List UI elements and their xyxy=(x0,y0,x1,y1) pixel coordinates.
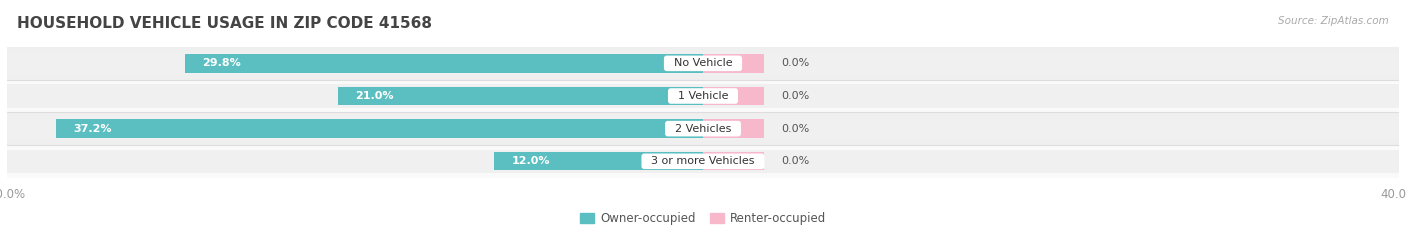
Bar xyxy=(56,120,703,138)
Text: 1 Vehicle: 1 Vehicle xyxy=(671,91,735,101)
Text: 0.0%: 0.0% xyxy=(782,124,810,134)
Bar xyxy=(703,117,1399,140)
Bar xyxy=(7,47,1399,80)
Bar xyxy=(184,54,703,73)
Text: 0.0%: 0.0% xyxy=(782,58,810,68)
Bar xyxy=(495,152,703,170)
Text: 0.0%: 0.0% xyxy=(782,91,810,101)
Bar xyxy=(703,120,763,138)
Bar xyxy=(7,84,703,108)
Text: 21.0%: 21.0% xyxy=(354,91,394,101)
Text: HOUSEHOLD VEHICLE USAGE IN ZIP CODE 41568: HOUSEHOLD VEHICLE USAGE IN ZIP CODE 4156… xyxy=(17,16,432,31)
Bar xyxy=(703,54,763,73)
Bar xyxy=(703,150,1399,173)
Text: Source: ZipAtlas.com: Source: ZipAtlas.com xyxy=(1278,16,1389,26)
Bar xyxy=(337,87,703,105)
Legend: Owner-occupied, Renter-occupied: Owner-occupied, Renter-occupied xyxy=(575,208,831,230)
Text: 12.0%: 12.0% xyxy=(512,156,550,166)
Bar xyxy=(7,80,1399,112)
Text: 29.8%: 29.8% xyxy=(202,58,240,68)
Bar xyxy=(703,152,763,170)
Bar xyxy=(7,112,1399,145)
Bar xyxy=(7,51,703,75)
Text: 3 or more Vehicles: 3 or more Vehicles xyxy=(644,156,762,166)
Text: 37.2%: 37.2% xyxy=(73,124,111,134)
Bar xyxy=(7,145,1399,178)
Bar xyxy=(703,51,1399,75)
Text: 2 Vehicles: 2 Vehicles xyxy=(668,124,738,134)
Text: 0.0%: 0.0% xyxy=(782,156,810,166)
Bar xyxy=(703,87,763,105)
Bar xyxy=(7,150,703,173)
Bar xyxy=(703,84,1399,108)
Text: No Vehicle: No Vehicle xyxy=(666,58,740,68)
Bar xyxy=(7,117,703,140)
